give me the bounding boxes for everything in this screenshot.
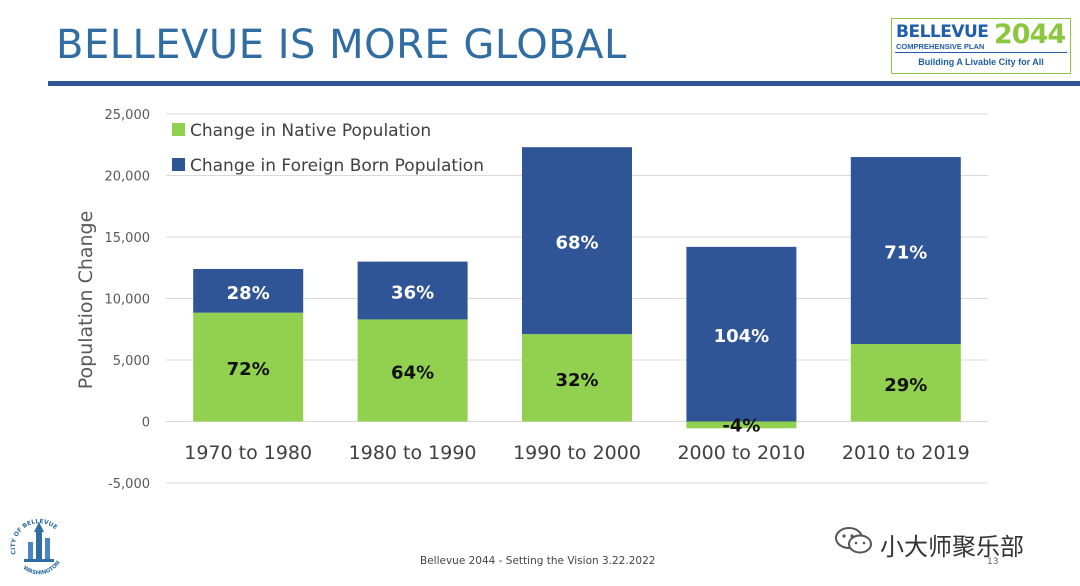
svg-text:WASHINGTON: WASHINGTON <box>22 560 62 577</box>
legend: Change in Native Population Change in For… <box>172 121 484 176</box>
data-label: 29% <box>884 375 927 396</box>
x-tick-label: 1970 to 1980 <box>184 442 312 464</box>
logo-year: 2044 <box>994 19 1066 50</box>
data-label: 36% <box>391 283 434 304</box>
bar-native <box>522 334 632 422</box>
wechat-watermark: 小大师聚乐部 <box>834 524 1048 561</box>
data-label: 68% <box>555 233 598 254</box>
data-label: 28% <box>227 283 270 304</box>
x-tick-label: 1990 to 2000 <box>513 442 641 464</box>
logo-name: BELLEVUE <box>896 22 989 42</box>
data-label: 64% <box>391 362 434 383</box>
legend-label: Change in Native Population <box>190 121 431 141</box>
data-labels: 72% 28% 64% 36% 32% 68% -4% 104% 29% 71% <box>227 233 928 437</box>
y-tick-label: 20,000 <box>105 170 151 185</box>
bar-native <box>850 344 961 422</box>
data-label: 72% <box>227 359 270 380</box>
y-tick-label: 15,000 <box>105 231 151 246</box>
legend-label: Change in Foreign Born Population <box>190 156 484 176</box>
data-label: 32% <box>555 370 598 391</box>
page-number: 13 <box>987 557 999 567</box>
bars <box>193 147 961 429</box>
y-tick-label: 25,000 <box>105 108 151 123</box>
slide-footer: Bellevue 2044 - Setting the Vision 3.22.… <box>420 555 656 567</box>
bar-native <box>193 312 304 422</box>
y-tick-label: 0 <box>142 416 150 431</box>
title-rule <box>48 81 1080 86</box>
x-axis-ticks: 1970 to 1980 1980 to 1990 1990 to 2000 2000… <box>184 442 969 464</box>
logo-plan: COMPREHENSIVE PLAN <box>896 42 985 51</box>
wechat-icon <box>835 527 872 554</box>
legend-swatch-native <box>172 123 185 136</box>
x-tick-label: 2010 to 2019 <box>842 442 970 464</box>
data-label: 71% <box>884 243 927 264</box>
bar-foreign-born <box>357 261 468 320</box>
bar-foreign-born <box>686 246 797 422</box>
data-label: 104% <box>714 326 770 347</box>
x-tick-label: 1980 to 1990 <box>349 442 477 464</box>
svg-text:CITY OF BELLEVUE: CITY OF BELLEVUE <box>10 518 59 555</box>
watermark-text: 小大师聚乐部 <box>880 533 1024 561</box>
bar-native <box>686 421 797 429</box>
x-tick-label: 2000 to 2010 <box>677 442 805 464</box>
city-of-bellevue-seal: CITY OF BELLEVUE WASHINGTON <box>10 518 62 577</box>
bar-foreign-born <box>850 157 961 345</box>
bar-foreign-born <box>193 268 304 313</box>
population-change-chart: -5,000 0 5,000 10,000 15,000 20,000 25,000 72%… <box>75 108 988 492</box>
legend-swatch-foreign-born <box>172 158 185 171</box>
y-axis-ticks: -5,000 0 5,000 10,000 15,000 20,000 25,000 <box>105 108 151 492</box>
bellevue-2044-logo: BELLEVUE 2044 COMPREHENSIVE PLAN Buildin… <box>891 18 1071 74</box>
y-tick-label: -5,000 <box>108 477 150 492</box>
data-label: -4% <box>722 416 760 437</box>
slide-title: BELLEVUE IS MORE GLOBAL <box>56 22 627 68</box>
logo-divider <box>895 52 1067 53</box>
bar-native <box>357 319 468 422</box>
logo-tagline: Building A Livable City for All <box>918 57 1044 67</box>
bar-foreign-born <box>522 147 632 335</box>
y-tick-label: 5,000 <box>113 354 150 369</box>
y-axis-label: Population Change <box>75 211 97 390</box>
y-tick-label: 10,000 <box>105 293 151 308</box>
